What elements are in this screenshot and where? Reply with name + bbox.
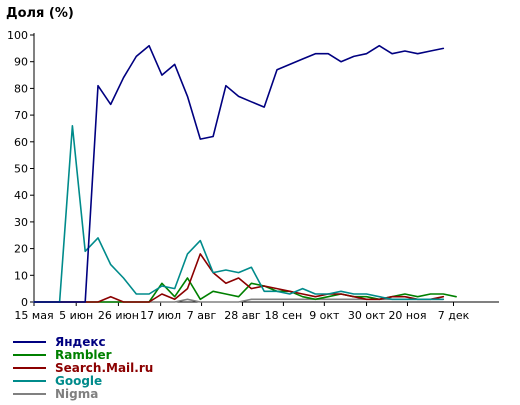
y-tick-label: 50 [14, 163, 28, 176]
x-tick-label: 15 мая [14, 309, 53, 322]
x-axis: 15 мая 5 июн 26 июн 17 июл 7 авг 28 авг 18 сен… [14, 301, 499, 322]
legend-label: Nigma [55, 387, 98, 401]
x-tick-label: 30 окт [348, 309, 386, 322]
chart-title: Доля (%) [6, 6, 74, 21]
x-tick-label: 17 июл [140, 309, 181, 322]
x-tick-label: 18 сен [265, 309, 303, 322]
x-tick-label: 26 июн [98, 309, 139, 322]
legend-label: Search.Mail.ru [55, 361, 153, 375]
y-tick-label: 70 [14, 109, 28, 122]
y-tick-label: 0 [21, 296, 28, 309]
y-tick-label: 60 [14, 136, 28, 149]
y-tick-label: 20 [14, 243, 28, 256]
series-lines [33, 44, 457, 303]
x-tick-label: 5 июн [59, 309, 93, 322]
x-tick-label: 7 авг [187, 309, 217, 322]
y-tick-label: 10 [14, 269, 28, 282]
series-line-4 [33, 125, 445, 303]
series-line-1 [33, 44, 445, 303]
y-tick-label: 30 [14, 216, 28, 229]
y-tick-label: 90 [14, 56, 28, 69]
legend-label: Google [55, 374, 102, 388]
legend-label: Яндекс [55, 335, 106, 349]
y-tick-label: 40 [14, 189, 28, 202]
series-line-2 [33, 277, 457, 303]
series-line-3 [33, 253, 445, 303]
x-tick-label: 7 дек [438, 309, 470, 322]
x-tick-label: 20 ноя [388, 309, 426, 322]
y-axis: 0 10 20 30 40 50 60 70 80 90 100 [7, 29, 35, 309]
legend-label: Rambler [55, 348, 112, 362]
y-tick-label: 100 [7, 29, 28, 42]
y-tick-label: 80 [14, 82, 28, 95]
x-tick-label: 9 окт [309, 309, 340, 322]
x-tick-label: 28 авг [224, 309, 261, 322]
